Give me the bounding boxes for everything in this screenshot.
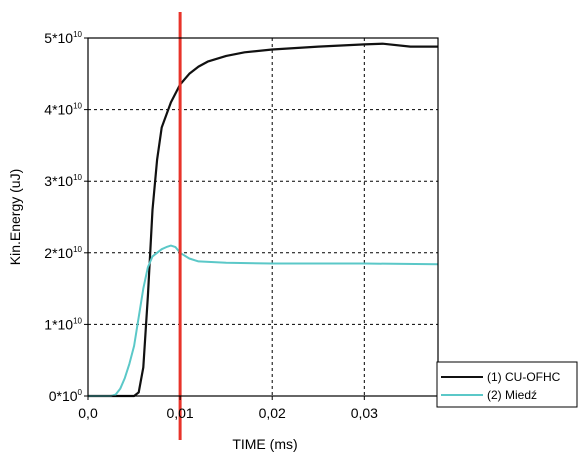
y-tick-label: 4*1010 bbox=[44, 102, 82, 118]
x-tick-label: 0,02 bbox=[259, 405, 286, 421]
x-tick-label: 0,0 bbox=[78, 405, 98, 421]
legend-box bbox=[436, 361, 578, 408]
series-lines bbox=[88, 42, 439, 398]
legend-label-1: (1) CU-OFHC bbox=[487, 370, 561, 384]
axis-ticks: 0*100 1*1010 2*1010 3*1010 4*1010 5*1010 0,0 0,… bbox=[44, 30, 378, 421]
y-tick-label: 5*1010 bbox=[44, 30, 82, 46]
series-line-2 bbox=[88, 244, 439, 397]
series-line-1 bbox=[88, 42, 438, 398]
plot-frame bbox=[87, 37, 439, 397]
plot-area bbox=[88, 38, 438, 396]
legend-label-2: (2) Miedź bbox=[487, 388, 537, 402]
x-axis-title: TIME (ms) bbox=[232, 436, 297, 452]
y-axis-title: Kin.Energy (uJ) bbox=[7, 169, 23, 265]
y-tick-label: 1*1010 bbox=[44, 316, 82, 332]
y-tick-label: 2*1010 bbox=[44, 245, 82, 261]
x-tick-label: 0,01 bbox=[166, 405, 193, 421]
legend: (1) CU-OFHC (2) Miedź bbox=[436, 361, 578, 408]
grid bbox=[88, 38, 438, 396]
x-tick-label: 0,03 bbox=[351, 405, 378, 421]
y-tick-label: 3*1010 bbox=[44, 173, 82, 189]
y-tick-label: 0*100 bbox=[49, 388, 83, 404]
